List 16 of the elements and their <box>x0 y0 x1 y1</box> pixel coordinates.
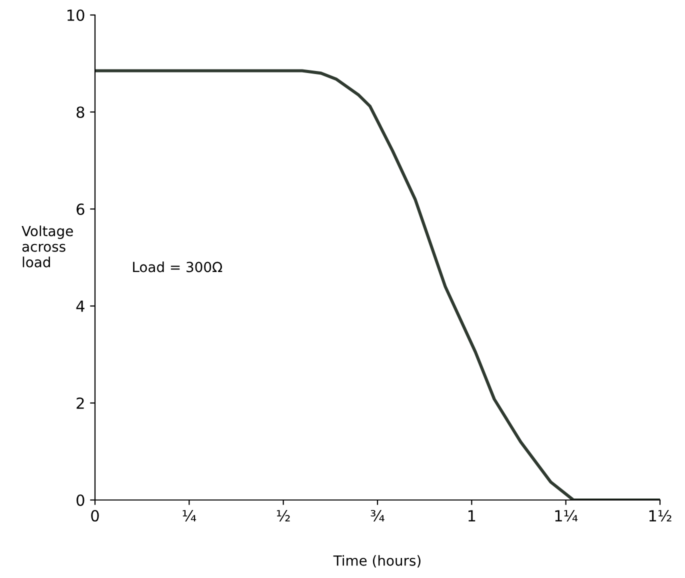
x-tick-label: 1 <box>468 510 476 522</box>
annotation: Load = 300Ω <box>133 261 222 272</box>
y-tick-label: 4 <box>76 300 84 312</box>
x-tick-label: 0 <box>91 510 99 522</box>
y-axis-title: Voltage across load <box>22 226 73 268</box>
x-tick-label: ½ <box>276 510 290 522</box>
x-tick-label: 1½ <box>649 510 672 522</box>
x-tick-label: ¼ <box>182 510 196 522</box>
x-tick-label: 1¼ <box>555 510 578 522</box>
y-tick-label: 8 <box>76 106 84 118</box>
y-tick-label: 0 <box>76 494 84 506</box>
y-tick-label: 6 <box>76 203 84 216</box>
y-tick-label: 10 <box>68 9 84 22</box>
x-axis-title: Time (hours) <box>333 555 420 568</box>
x-tick-label: ¾ <box>370 510 384 522</box>
y-tick-label: 2 <box>76 397 84 409</box>
